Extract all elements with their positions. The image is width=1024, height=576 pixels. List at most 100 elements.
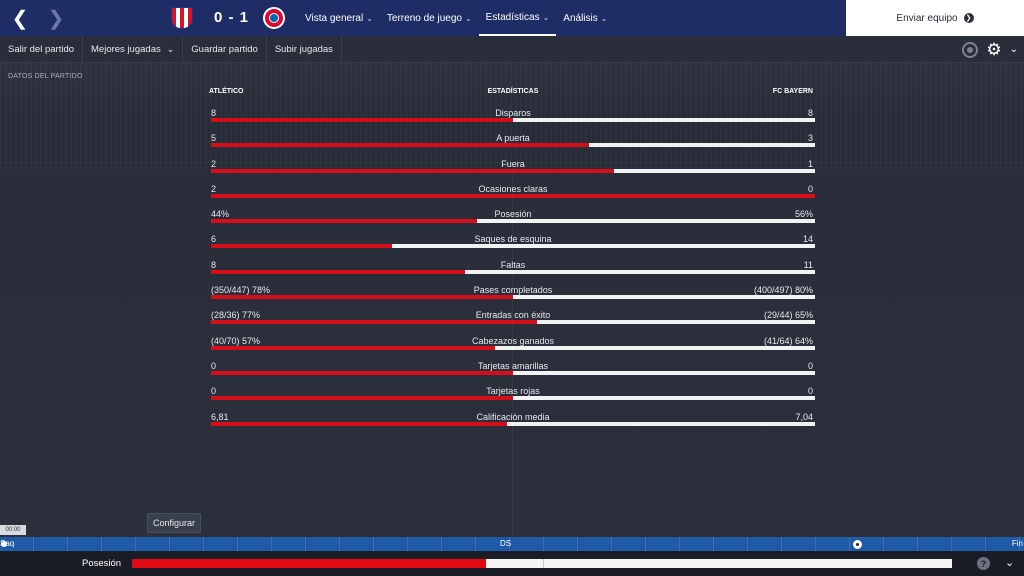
goal-ball-icon[interactable] <box>853 540 862 549</box>
stat-row: Posesión 44% 56% <box>211 199 815 224</box>
stat-comparison-bar <box>211 143 815 148</box>
stat-row: Disparos 8 8 <box>211 98 815 123</box>
help-icon[interactable]: ? <box>977 557 990 570</box>
match-toolbar: Salir del partido Mejores jugadas ⌄ Guar… <box>0 35 1024 63</box>
stat-comparison-bar <box>211 118 815 122</box>
stat-away-value: 11 <box>803 259 813 270</box>
timeline-start-label: Saq <box>0 539 15 548</box>
stat-comparison-bar <box>211 421 815 426</box>
best-plays-button[interactable]: Mejores jugadas ⌄ <box>83 35 184 63</box>
menu-item-0[interactable]: Vista general ⌄ <box>298 0 380 36</box>
configure-button[interactable]: Configurar <box>147 513 201 533</box>
menu-item-1[interactable]: Terreno de juego ⌄ <box>380 0 479 36</box>
stat-home-value: 8 <box>211 259 217 270</box>
stat-home-fill <box>211 193 815 198</box>
stat-label: Posesión <box>494 209 532 220</box>
arrow-right-icon: ❯ <box>963 13 974 23</box>
stadium-background <box>0 62 1024 538</box>
stat-home-fill <box>211 345 495 350</box>
upload-plays-label: Subir jugadas <box>274 43 333 55</box>
stat-label: Disparos <box>495 108 531 118</box>
stat-row: Entradas con éxito (28/36) 77% (29/44) 65% <box>211 300 815 325</box>
stat-home-fill <box>211 143 589 148</box>
top-navigation: ❮ ❯ 0 - 1 Vista general ⌄ Terreno de juego… <box>0 0 846 36</box>
stats-header: ATLÉTICO ESTADÍSTICAS FC BAYERN <box>209 88 815 98</box>
send-team-label: Enviar equipo <box>896 12 958 24</box>
stat-home-fill <box>211 118 513 122</box>
match-timeline[interactable]: Saq DS Fin <box>0 537 1024 551</box>
stat-comparison-bar <box>211 396 815 401</box>
stat-away-value: 0 <box>807 386 813 397</box>
chevron-down-icon[interactable]: ⌄ <box>1005 557 1015 569</box>
stat-comparison-bar <box>211 244 815 249</box>
home-team-name: ATLÉTICO <box>209 88 244 95</box>
timeline-end-label: Fin <box>1011 539 1023 548</box>
main-menu: Vista general ⌄ Terreno de juego ⌄ Estadísti… <box>298 0 614 36</box>
toolbar-right-controls: ⚙ ⌄ <box>962 36 1018 63</box>
possession-label: Posesión <box>82 558 122 569</box>
chevron-down-icon[interactable]: ⌄ <box>1009 44 1018 55</box>
stat-label: Saques de esquina <box>474 234 552 245</box>
pitch-line <box>0 162 1024 163</box>
stat-home-value: 2 <box>211 183 217 194</box>
stat-away-value: (41/64) 64% <box>763 335 813 346</box>
bayern-crest-icon[interactable] <box>263 7 285 29</box>
stat-away-value: 1 <box>807 158 813 169</box>
halfway-line <box>512 162 513 538</box>
stat-away-value: 3 <box>807 133 813 144</box>
match-stats-table: ATLÉTICO ESTADÍSTICAS FC BAYERN Disparos… <box>209 88 815 427</box>
stat-comparison-bar <box>211 345 815 350</box>
stat-home-fill <box>211 421 507 426</box>
stat-home-value: (40/70) 57% <box>211 335 261 346</box>
stat-home-fill <box>211 168 614 173</box>
stat-away-value: 7,04 <box>795 411 813 422</box>
stat-home-fill <box>211 320 538 325</box>
possession-divider <box>542 559 544 568</box>
exit-match-button[interactable]: Salir del partido <box>0 35 84 63</box>
stat-home-fill <box>211 295 513 300</box>
timeline-mid-label: DS <box>500 539 512 548</box>
save-match-label: Guardar partido <box>191 43 258 55</box>
stat-home-value: 0 <box>211 360 217 371</box>
stat-home-fill <box>211 370 513 375</box>
forward-arrow-icon[interactable]: ❯ <box>47 7 65 30</box>
stat-home-fill <box>211 244 393 249</box>
menu-item-2[interactable]: Estadísticas ⌄ <box>478 0 557 36</box>
stat-row: Calificación media 6,81 7,04 <box>211 402 815 427</box>
stat-row: Tarjetas amarillas 0 0 <box>211 351 815 376</box>
atletico-crest-icon[interactable] <box>171 7 193 29</box>
stat-home-value: 6 <box>211 234 217 245</box>
upload-plays-button[interactable]: Subir jugadas <box>267 35 342 63</box>
stat-away-value: 14 <box>802 234 813 245</box>
exit-match-label: Salir del partido <box>8 43 75 55</box>
stat-comparison-bar <box>211 193 815 198</box>
stat-away-value: 8 <box>807 108 813 118</box>
stat-home-fill <box>211 219 477 224</box>
menu-item-3[interactable]: Análisis ⌄ <box>556 0 614 36</box>
stat-away-value: 56% <box>794 209 813 220</box>
stat-away-value: 0 <box>807 360 813 371</box>
menu-item-label: Análisis <box>563 12 598 24</box>
chevron-down-icon: ⌄ <box>366 13 373 23</box>
stat-row: Fuera 2 1 <box>211 149 815 174</box>
stat-row: Saques de esquina 6 14 <box>211 224 815 249</box>
back-arrow-icon[interactable]: ❮ <box>11 7 29 30</box>
chevron-down-icon: ⌄ <box>600 13 608 23</box>
stat-away-value: (29/44) 65% <box>763 310 813 321</box>
possession-bar: Posesión ? ⌄ <box>0 551 1024 576</box>
timeline-ticks <box>0 537 1024 551</box>
stat-away-value: 0 <box>807 183 813 194</box>
stat-home-fill <box>211 269 466 274</box>
record-icon[interactable] <box>962 41 979 58</box>
stat-row: Pases completados (350/447) 78% (400/497) … <box>211 275 815 300</box>
stat-label: Tarjetas rojas <box>486 386 540 397</box>
stat-row: Cabezazos ganados (40/70) 57% (41/64) 64% <box>211 326 815 351</box>
best-plays-label: Mejores jugadas <box>91 43 161 55</box>
send-team-button[interactable]: Enviar equipo ❯ <box>846 0 1024 36</box>
stat-home-value: 8 <box>211 108 217 118</box>
save-match-button[interactable]: Guardar partido <box>183 35 267 63</box>
gear-icon[interactable]: ⚙ <box>986 40 1002 59</box>
away-team-name: FC BAYERN <box>772 88 813 95</box>
stat-home-value: 2 <box>211 158 217 169</box>
stat-row: Faltas 8 11 <box>211 250 815 275</box>
